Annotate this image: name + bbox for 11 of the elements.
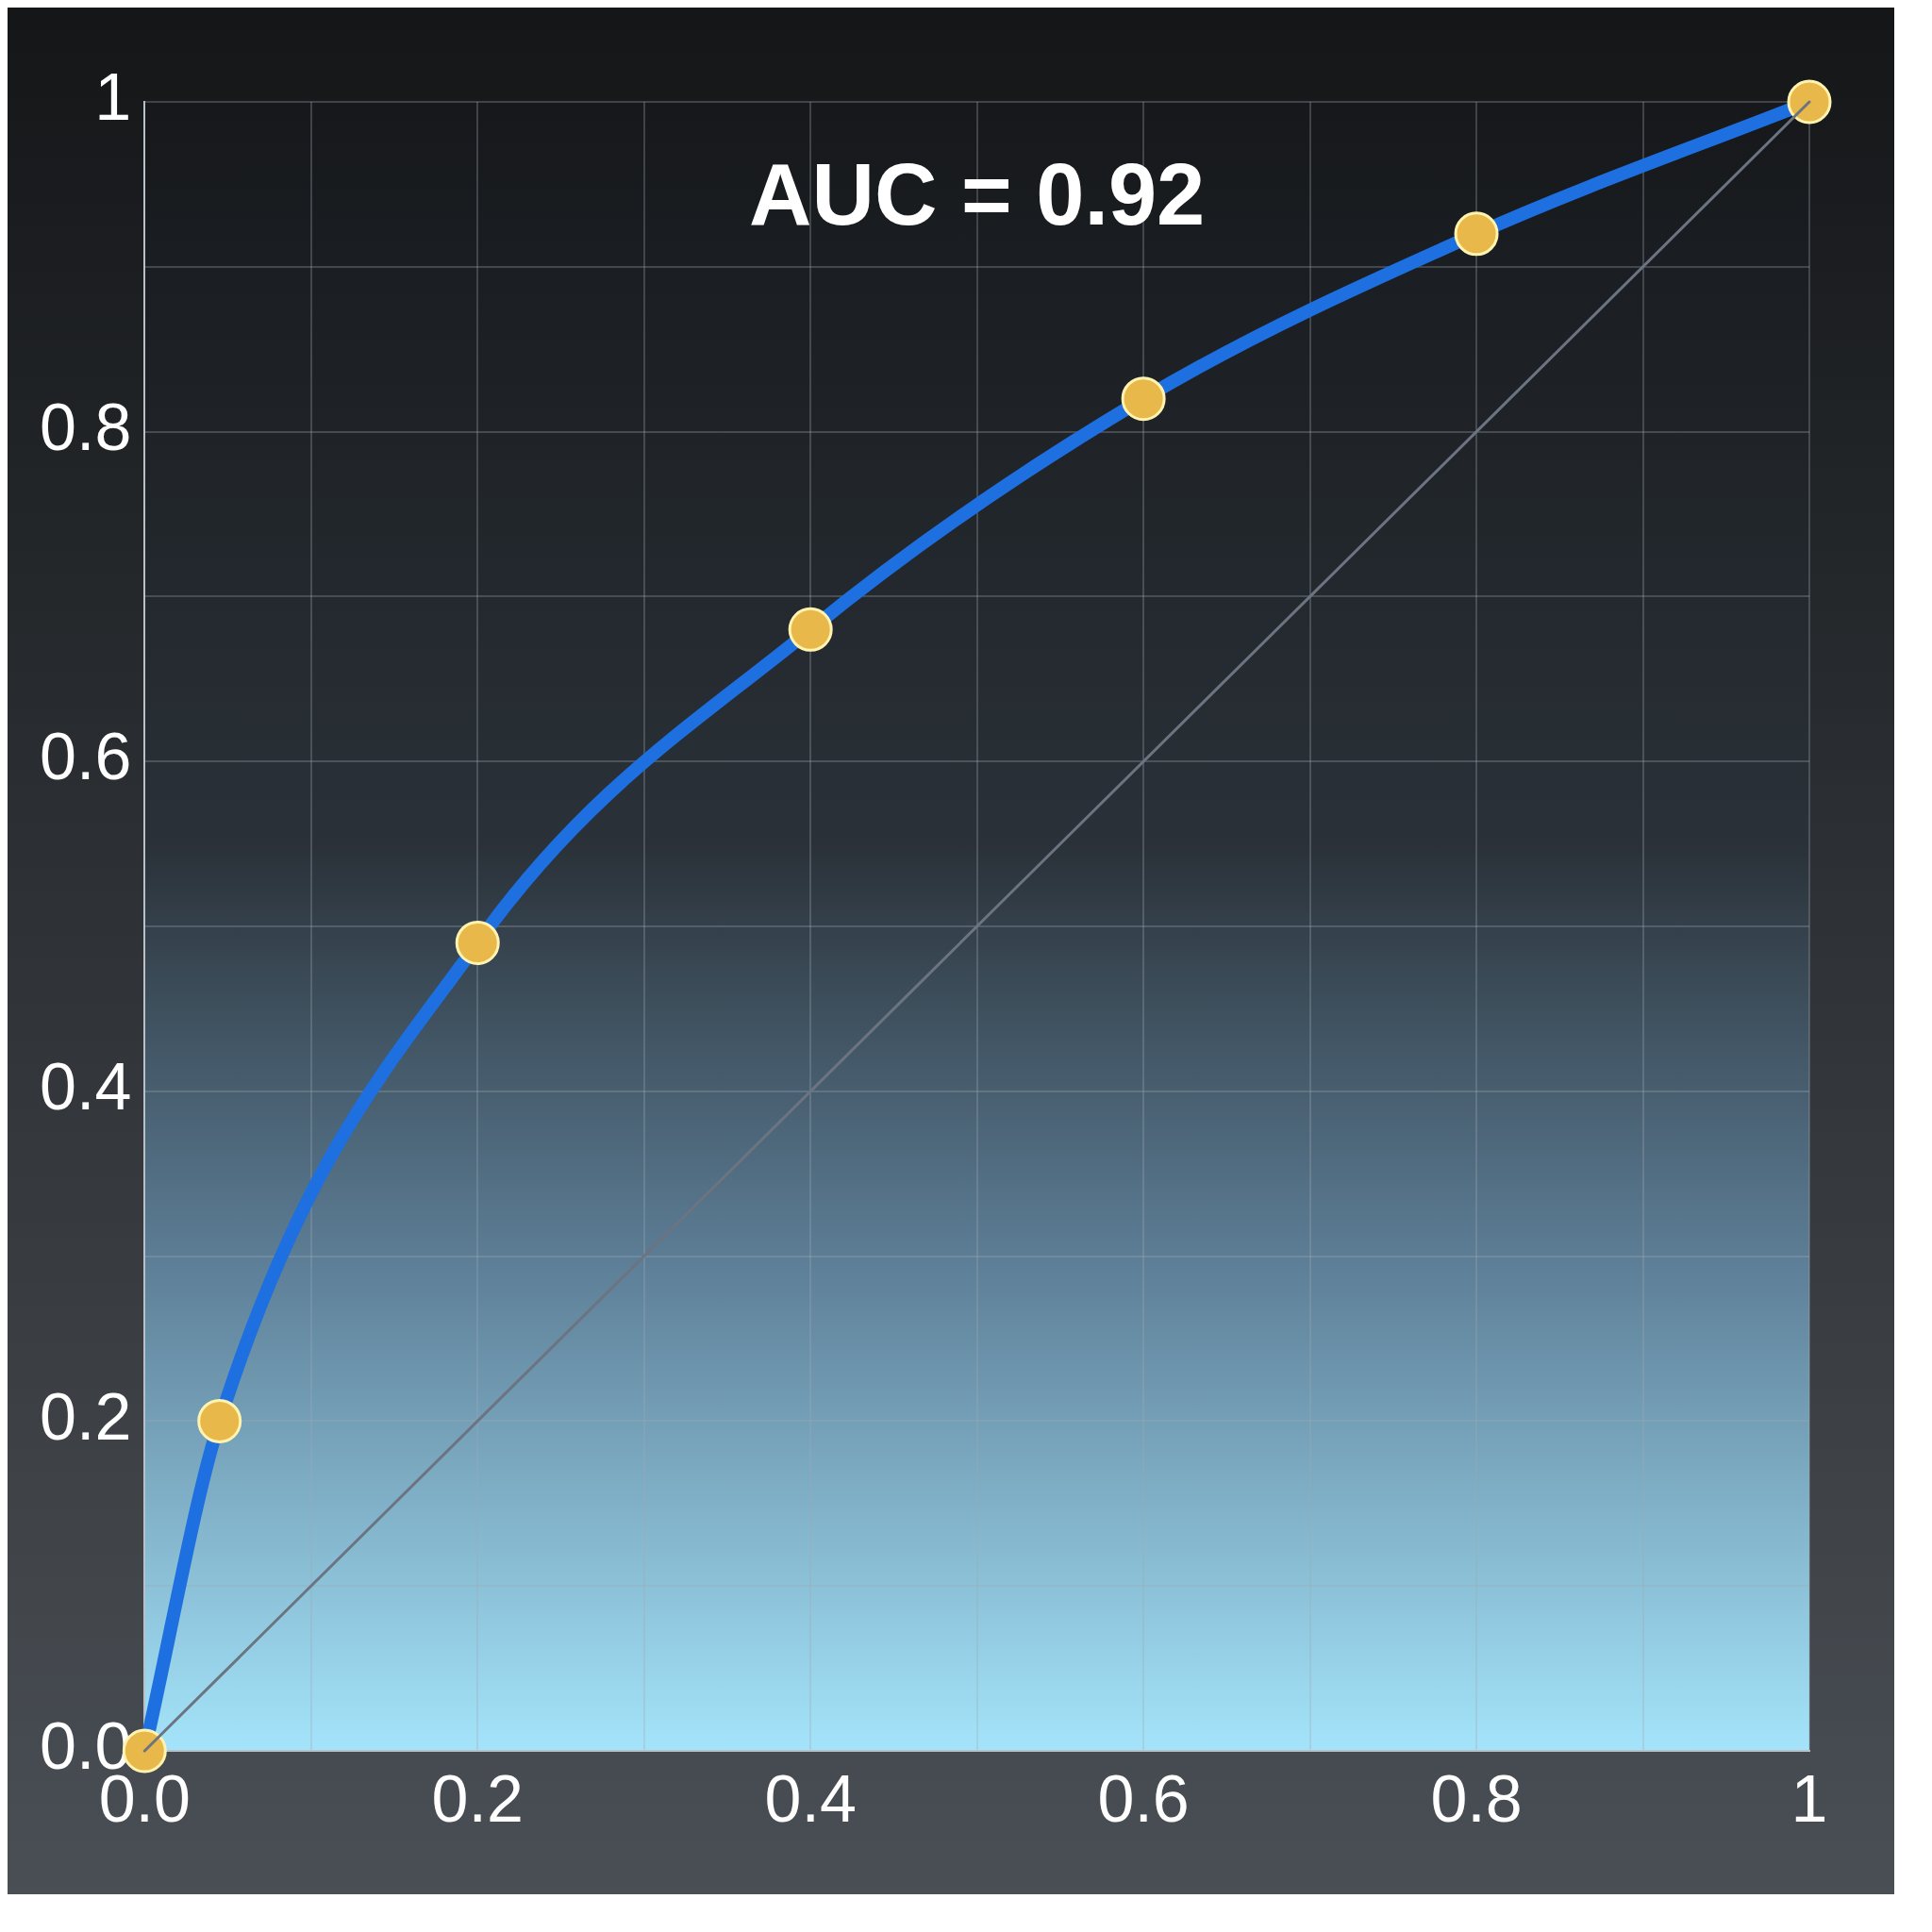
x-tick-label: 0.4 [764, 1762, 857, 1837]
y-tick-label: 0.4 [40, 1050, 132, 1124]
y-tick-label: 0.6 [40, 720, 132, 794]
x-tick-label: 0.2 [431, 1762, 524, 1837]
y-tick-label: 1 [94, 60, 132, 135]
x-tick-label: 0.8 [1430, 1762, 1523, 1837]
x-tick-label: 1 [1790, 1762, 1828, 1837]
annotation: AUC = 0.92 [749, 146, 1206, 242]
y-tick-label: 0.8 [40, 390, 132, 464]
y-tick-label: 0.2 [40, 1379, 132, 1454]
x-tick-label: 0.6 [1097, 1762, 1190, 1837]
